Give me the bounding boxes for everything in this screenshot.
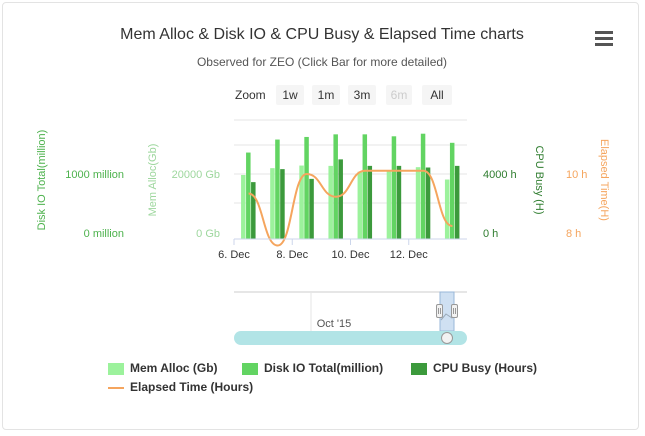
bar-disk-io-total-million--1[interactable]: [275, 139, 280, 239]
bar-cpu-busy-hours--1[interactable]: [280, 169, 285, 239]
bar-disk-io-total-million--5[interactable]: [391, 136, 397, 239]
bar-disk-io-total-million--4[interactable]: [362, 134, 368, 239]
bar-mem-alloc-gb--0[interactable]: [241, 174, 246, 239]
bar-cpu-busy-hours--6[interactable]: [425, 167, 431, 240]
zoom-button-all[interactable]: All: [422, 85, 452, 105]
disk-io-tick-min: 0 million: [84, 228, 124, 240]
hamburger-menu-icon[interactable]: [593, 29, 615, 49]
cpu-busy-tick-min: 0 h: [483, 228, 498, 240]
scrollbar-track[interactable]: [234, 331, 467, 345]
x-tick-label-2: 10. Dec: [332, 249, 370, 261]
zoom-button-1m[interactable]: 1m: [312, 85, 340, 105]
bar-disk-io-total-million--2[interactable]: [304, 136, 309, 239]
disk-io-tick-max: 1000 million: [65, 169, 124, 181]
legend-symbol: [108, 387, 124, 389]
mem-alloc-tick-max: 20000 Gb: [172, 169, 220, 181]
bar-mem-alloc-gb--4[interactable]: [357, 171, 363, 239]
bar-mem-alloc-gb--7[interactable]: [444, 179, 450, 239]
x-tick-label-0: 6. Dec: [218, 249, 250, 261]
bar-disk-io-total-million--7[interactable]: [449, 142, 455, 239]
legend-symbol: [242, 363, 258, 375]
elapsed-axis-title: Elapsed Time(H): [598, 139, 610, 221]
elapsed-tick-max: 10 h: [566, 169, 587, 181]
legend-label: Mem Alloc (Gb): [130, 361, 218, 375]
mem-alloc-tick-min: 0 Gb: [196, 228, 220, 240]
navigator-left-handle[interactable]: [436, 304, 443, 318]
zoom-button-6m: 6m: [386, 85, 412, 105]
bar-disk-io-total-million--3[interactable]: [333, 134, 338, 239]
legend-symbol: [108, 363, 124, 375]
chart-container: [2, 2, 639, 430]
bar-cpu-busy-hours--3[interactable]: [338, 159, 343, 239]
bar-cpu-busy-hours--2[interactable]: [309, 178, 314, 239]
bar-mem-alloc-gb--3[interactable]: [328, 165, 333, 239]
bar-mem-alloc-gb--5[interactable]: [386, 171, 392, 239]
elapsed-tick-min: 8 h: [566, 228, 581, 240]
elapsed-line-group: [248, 169, 453, 247]
bar-cpu-busy-hours--7[interactable]: [454, 165, 460, 239]
bar-cpu-busy-hours--0[interactable]: [251, 182, 256, 239]
cpu-busy-axis-title: CPU Busy (H): [533, 145, 545, 214]
zoom-button-3m[interactable]: 3m: [348, 85, 376, 105]
x-axis: 6. Dec 8. Dec 10. Dec 12. Dec: [218, 238, 467, 261]
navigator[interactable]: Oct '15: [234, 291, 467, 332]
mem-alloc-axis-title: Mem Alloc(Gb): [147, 144, 159, 217]
zoom-label: Zoom: [235, 88, 266, 102]
bar-mem-alloc-gb--6[interactable]: [415, 167, 421, 239]
bar-mem-alloc-gb--1[interactable]: [270, 168, 275, 239]
legend-symbol: [411, 363, 427, 375]
bar-mem-alloc-gb--2[interactable]: [299, 165, 304, 239]
legend-label: CPU Busy (Hours): [433, 361, 538, 375]
x-tick-label-3: 12. Dec: [390, 249, 428, 261]
legend-label: Disk IO Total(million): [264, 361, 384, 375]
bar-disk-io-total-million--0[interactable]: [246, 152, 251, 239]
chart-title: Mem Alloc & Disk IO & CPU Busy & Elapsed…: [120, 26, 524, 43]
zoom-button-1w[interactable]: 1w: [276, 85, 304, 105]
bar-cpu-busy-hours--5[interactable]: [396, 165, 402, 239]
x-tick-label-1: 8. Dec: [276, 249, 308, 261]
bars-group: [241, 133, 460, 240]
scrollbar-thumb[interactable]: [441, 332, 453, 344]
chart-subtitle: Observed for ZEO (Click Bar for more det…: [197, 55, 447, 69]
cpu-busy-tick-max: 4000 h: [483, 169, 517, 181]
y-axes: 1000 million 0 million Disk IO Total(milli…: [36, 130, 610, 240]
bar-disk-io-total-million--6[interactable]: [420, 133, 426, 239]
elapsed-time-line[interactable]: [248, 169, 453, 247]
navigator-right-handle[interactable]: [451, 304, 458, 318]
navigator-date-label: Oct '15: [317, 318, 352, 330]
bar-cpu-busy-hours--4[interactable]: [367, 165, 373, 239]
legend-label: Elapsed Time (Hours): [130, 380, 254, 394]
disk-io-axis-title: Disk IO Total(million): [36, 130, 48, 231]
